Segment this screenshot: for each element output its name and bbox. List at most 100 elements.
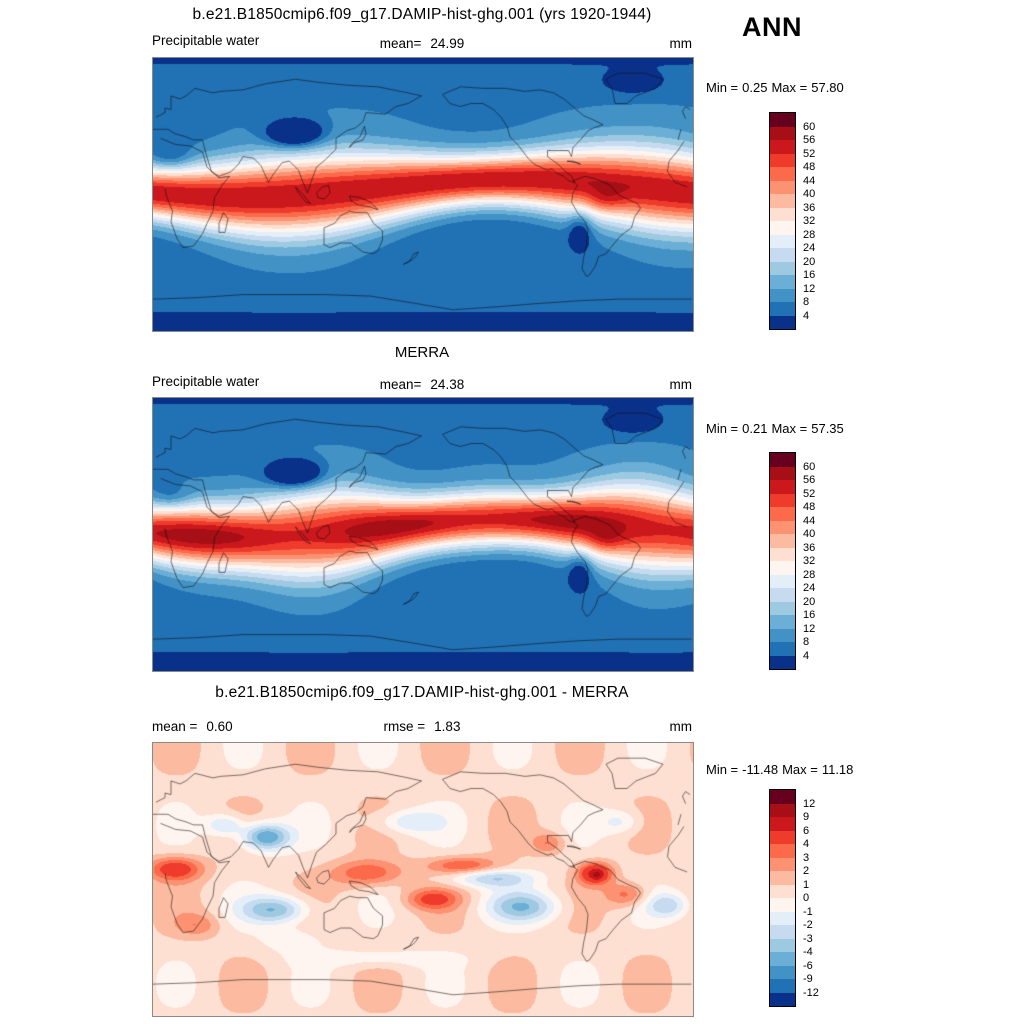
colorbar-segment [770, 534, 795, 548]
colorbar-tick-label: 20 [803, 595, 816, 608]
colorbar-tick-label: 28 [803, 228, 816, 241]
panel1-max-value: 57.80 [811, 80, 844, 95]
colorbar-segment [770, 248, 795, 262]
colorbar-segment [770, 207, 795, 221]
colorbar-tick-label: 12 [803, 622, 816, 635]
colorbar-tick-label: 20 [803, 255, 816, 268]
panel1-min-key: Min = [706, 80, 739, 95]
colorbar-tick-label: 8 [803, 296, 810, 308]
panel3-rmse: rmse = 1.83 [322, 719, 522, 734]
panel1-minmax: Min = 0.25 Max = 57.80 [706, 80, 844, 95]
panel1-max-key: Max = [771, 80, 808, 95]
panel2-mean: mean= 24.38 [322, 377, 522, 392]
colorbar-segment [770, 315, 795, 329]
panel3-mean-value: 0.60 [206, 719, 233, 734]
colorbar-segment [770, 830, 795, 844]
colorbar-tick-label: -3 [803, 932, 813, 945]
colorbar-tick-label: 40 [803, 188, 816, 200]
colorbar-segment [770, 453, 795, 467]
colorbar-tick-label: 24 [803, 242, 816, 254]
colorbar-tick-label: -4 [803, 946, 813, 958]
colorbar-tick-label: 52 [803, 487, 816, 500]
colorbar-segment [770, 979, 795, 993]
colorbar-segment [770, 180, 795, 194]
colorbar-tick-label: 16 [803, 269, 816, 281]
colorbar-segment [770, 561, 795, 575]
colorbar-tick-label: 32 [803, 215, 816, 227]
colorbar-segment [770, 992, 795, 1006]
colorbar-tick-label: 56 [803, 474, 816, 486]
panel2-min-key: Min = [706, 421, 739, 436]
colorbar-tick-label: 60 [803, 460, 816, 473]
colorbar-tick-label: 4 [803, 649, 810, 662]
panel1-mean: mean= 24.99 [322, 36, 522, 51]
colorbar-tick-label: 4 [803, 838, 810, 850]
colorbar-segment [770, 857, 795, 871]
colorbar-tick-label: 56 [803, 134, 816, 146]
colorbar-tick-label: 1 [803, 878, 810, 891]
panel2-units-label: mm [669, 377, 693, 392]
colorbar-tick-label: 2 [803, 865, 810, 877]
colorbar-tick-label: 60 [803, 120, 816, 133]
colorbar-tick-label: -1 [803, 905, 813, 918]
colorbar-segment [770, 817, 795, 831]
colorbar-tick-label: 28 [803, 568, 816, 581]
colorbar-tick-label: 12 [803, 282, 816, 295]
colorbar-segment [770, 493, 795, 507]
difference-title: b.e21.B1850cmip6.f09_g17.DAMIP-hist-ghg.… [215, 684, 629, 701]
panel2-max-value: 57.35 [811, 421, 844, 436]
colorbar-segment [770, 520, 795, 534]
colorbar-segment [770, 898, 795, 912]
colorbar-tick-label: 52 [803, 147, 816, 160]
panel3-rmse-value: 1.83 [434, 719, 461, 734]
colorbar-segment [770, 615, 795, 629]
colorbar-tick-label: 3 [803, 851, 810, 864]
colorbar-segment [770, 925, 795, 939]
map-merra-canvas [152, 397, 694, 672]
panel1-mean-value: 24.99 [430, 36, 465, 51]
panel2-variable-label: Precipitable water [152, 374, 260, 389]
colorbar-tick-label: 48 [803, 501, 816, 513]
panel3-max-key: Max = [782, 762, 818, 777]
colorbar-tick-label: 9 [803, 811, 810, 823]
panel3-minmax: Min = -11.48 Max = 11.18 [706, 762, 853, 777]
panel2-mean-value: 24.38 [430, 377, 465, 392]
panel2-minmax: Min = 0.21 Max = 57.35 [706, 421, 844, 436]
colorbar-segment [770, 884, 795, 898]
colorbar-segment [770, 302, 795, 316]
colorbar-segment [770, 153, 795, 167]
colorbar-segment [770, 871, 795, 885]
colorbar-segment [770, 844, 795, 858]
colorbar-segment [770, 642, 795, 656]
colorbar-tick-label: 36 [803, 541, 816, 554]
colorbar-segment [770, 288, 795, 302]
colorbar-segment [770, 221, 795, 235]
colorbar-merra: 60 56 52 48 44 40 36 32 28 24 20 16 12 8 4 [769, 452, 815, 670]
colorbar-segment [770, 507, 795, 521]
panel3-units-label: mm [669, 719, 693, 734]
colorbar-segment [770, 655, 795, 669]
colorbar-segment [770, 466, 795, 480]
season-label: ANN [742, 12, 802, 42]
colorbar-tick-label: 36 [803, 201, 816, 214]
panel1-min-value: 0.25 [742, 80, 768, 95]
colorbar-tick-label: 44 [803, 174, 816, 187]
colorbar-segment [770, 140, 795, 154]
panel1-units-label: mm [669, 36, 693, 51]
panel2-max-key: Max = [771, 421, 808, 436]
colorbar-segment [770, 547, 795, 561]
colorbar-segment [770, 194, 795, 208]
panel3-rmse-key: rmse = [383, 719, 426, 734]
colorbar-segment [770, 601, 795, 615]
colorbar-segment [770, 480, 795, 494]
colorbar-segment [770, 588, 795, 602]
colorbar-model: 60 56 52 48 44 40 36 32 28 24 20 16 12 8 4 [769, 112, 815, 330]
colorbar-tick-label: -9 [803, 973, 813, 985]
colorbar-segment [770, 275, 795, 289]
colorbar-segment [770, 261, 795, 275]
colorbar-segment [770, 965, 795, 979]
map-difference-canvas [152, 742, 694, 1017]
main-title: b.e21.B1850cmip6.f09_g17.DAMIP-hist-ghg.… [192, 6, 652, 23]
panel3-mean-key: mean = [152, 719, 198, 734]
